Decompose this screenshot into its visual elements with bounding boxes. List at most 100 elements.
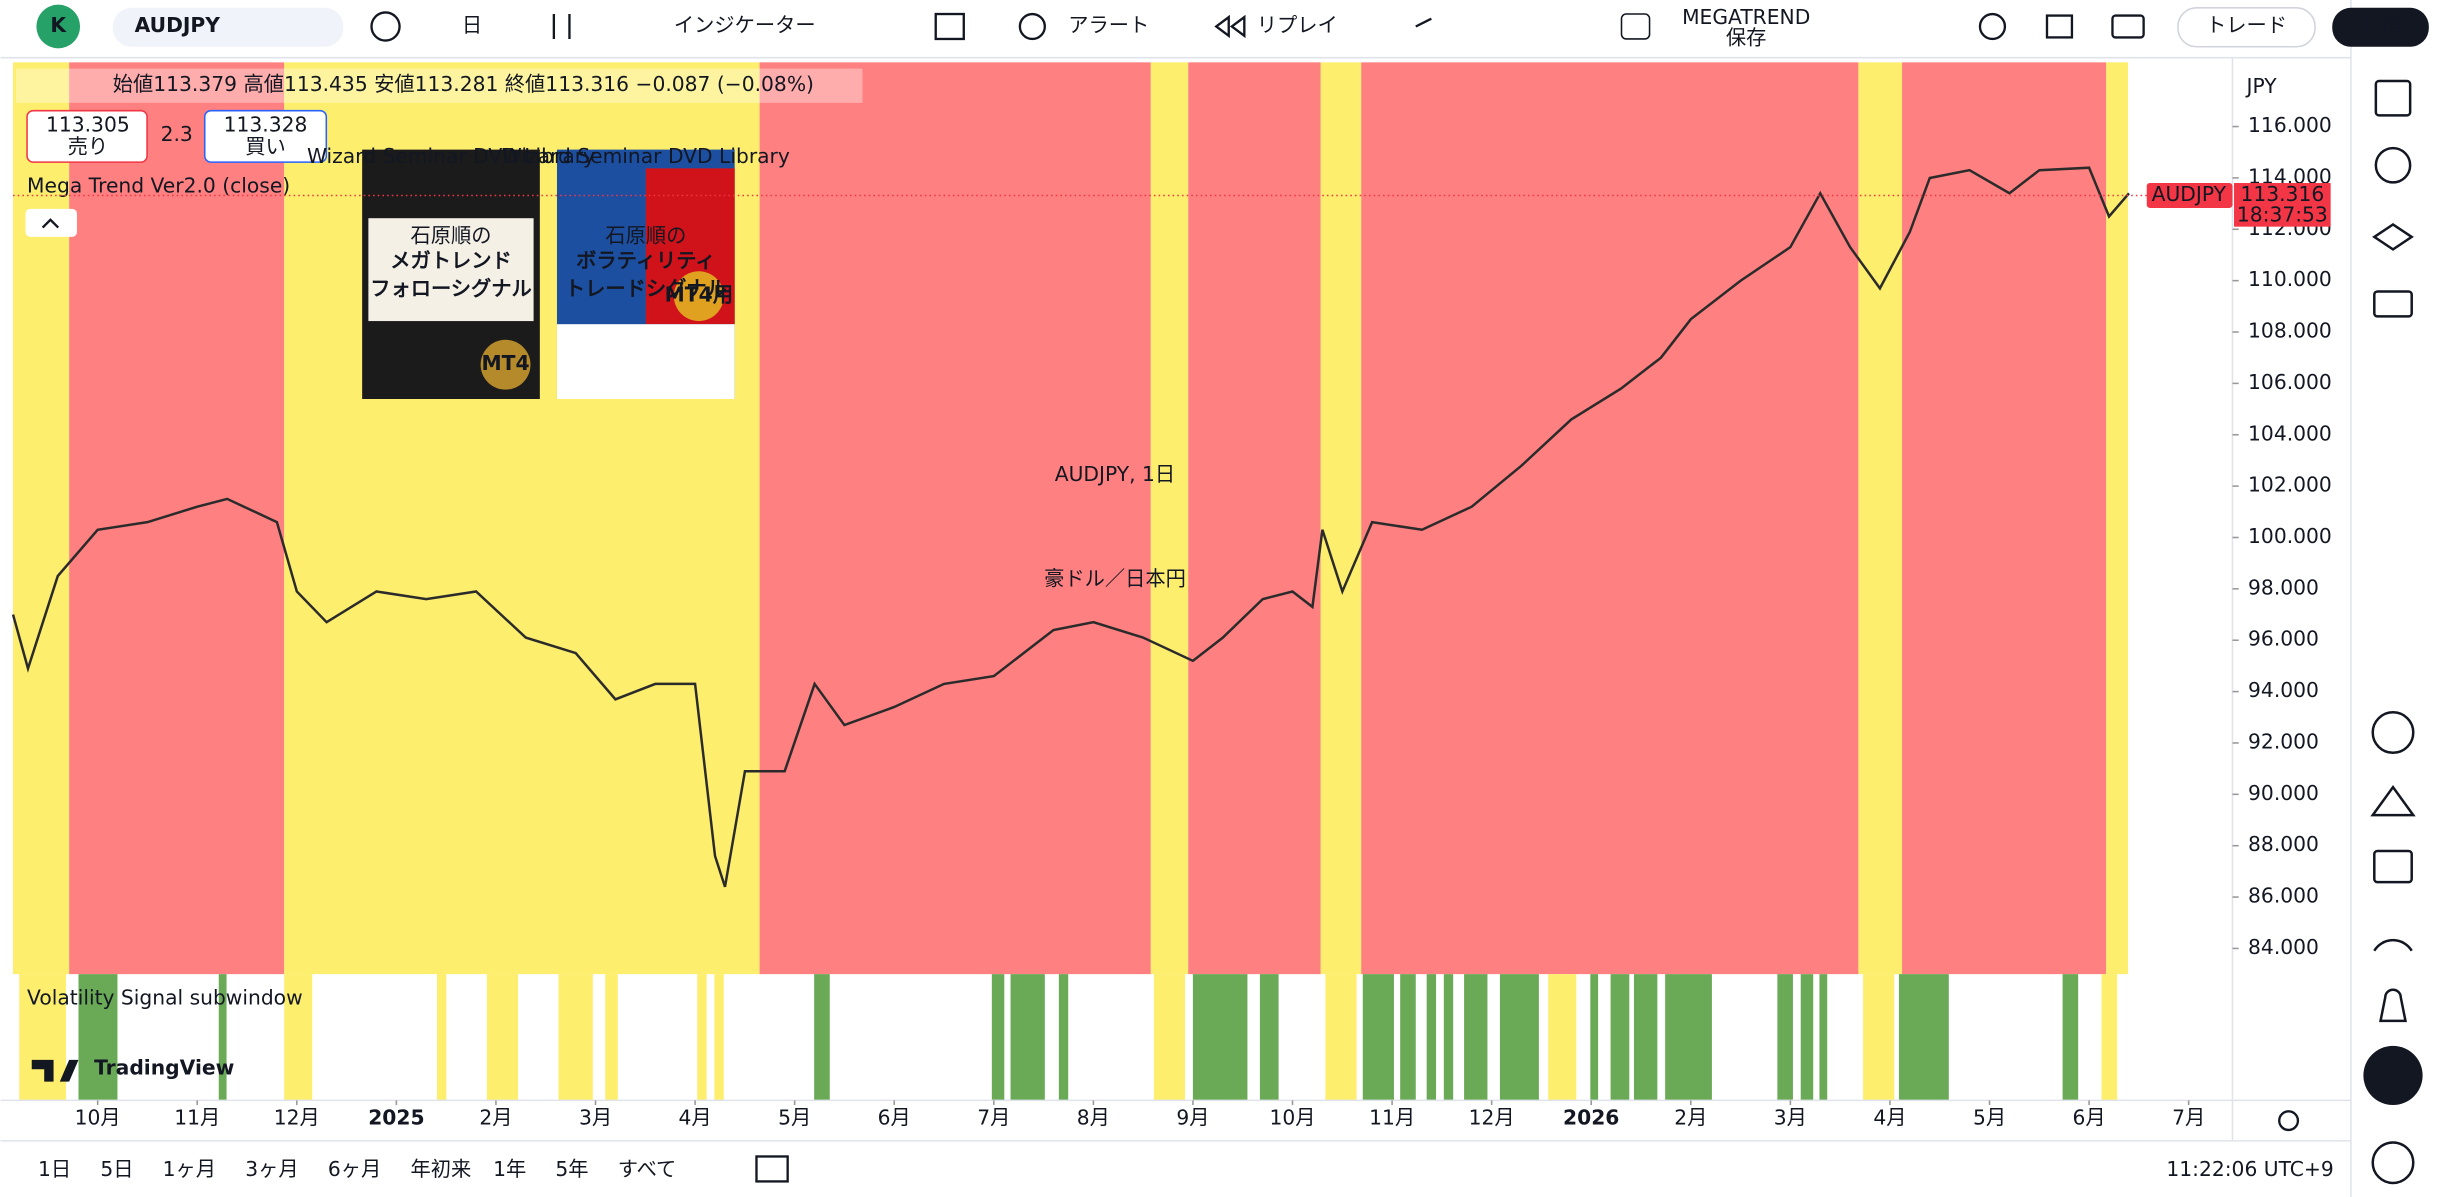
x-tick-label: 9月 — [1176, 1106, 1209, 1130]
x-tick-label: 6月 — [878, 1106, 911, 1130]
y-tick-label: 96.000 — [2248, 627, 2319, 651]
sub-band — [2101, 974, 2118, 1101]
publish-button[interactable] — [2332, 7, 2429, 47]
watermark-sub: 豪ドル／日本円 — [1044, 566, 1186, 590]
signal-band — [1150, 62, 1189, 975]
volatility-bar — [78, 974, 118, 1101]
book-badge: MT4用 — [665, 283, 733, 307]
volatility-bar — [1426, 974, 1437, 1101]
range-button[interactable]: 1日 — [38, 1157, 71, 1181]
book-badge — [673, 271, 724, 322]
range-button[interactable]: 5日 — [100, 1157, 133, 1181]
volatility-bar — [1590, 974, 1599, 1101]
book-title: フォローシグナル — [370, 276, 532, 300]
y-tick-label: 90.000 — [2248, 781, 2319, 805]
sub-band — [714, 974, 724, 1101]
volatility-bar — [1610, 974, 1630, 1101]
sell-price: 113.305 — [46, 113, 130, 137]
book-badge: MT4 — [482, 351, 530, 375]
book-title: メガトレンド — [390, 248, 512, 272]
y-tick-label: 94.000 — [2248, 678, 2319, 702]
volatility-bar — [1010, 974, 1045, 1101]
volatility-bar — [1192, 974, 1248, 1101]
signal-band — [759, 62, 1151, 975]
trade-button[interactable] — [2177, 7, 2316, 48]
book-series: Wizard Seminar DVD Library — [502, 144, 790, 168]
price-line — [11, 166, 2130, 888]
sub-band — [19, 974, 67, 1101]
sell-button[interactable] — [26, 109, 148, 163]
sub-band — [284, 974, 313, 1101]
volatility-bar — [1499, 974, 1539, 1101]
x-tick-label: 12月 — [1469, 1106, 1515, 1130]
book-bottom-panel — [556, 324, 735, 399]
sub-band — [1863, 974, 1895, 1101]
y-tick-label: 100.000 — [2248, 524, 2332, 548]
buy-button[interactable] — [203, 109, 328, 163]
sub-band — [486, 974, 519, 1101]
last-symbol: AUDJPY — [2152, 182, 2227, 206]
y-tick-label: 110.000 — [2248, 267, 2332, 291]
toolbar-replay: リプレイ — [1257, 13, 1338, 37]
range-button[interactable]: 1ヶ月 — [163, 1157, 216, 1181]
range-button[interactable]: 5年 — [555, 1157, 588, 1181]
toolbar-icons — [370, 11, 2300, 1183]
sub-band — [697, 974, 707, 1101]
volatility-bar — [1898, 974, 1949, 1101]
x-tick-label: 4月 — [679, 1106, 712, 1130]
book-author: 石原順の — [605, 223, 686, 247]
avatar[interactable] — [36, 4, 81, 49]
signal-band — [1858, 62, 1903, 975]
book-title: ボラティリティ — [576, 248, 715, 272]
clock: 11:22:06 UTC+9 — [2166, 1157, 2333, 1181]
range-button[interactable]: 1年 — [493, 1157, 526, 1181]
signal-band — [1902, 62, 2107, 975]
range-button[interactable]: 6ヶ月 — [328, 1157, 381, 1181]
toolbar-symbol: AUDJPY — [135, 13, 221, 37]
x-tick-label: 3月 — [579, 1106, 612, 1130]
book-badge — [480, 339, 531, 390]
sub-band — [605, 974, 618, 1101]
last-symbol-bg — [2146, 183, 2233, 208]
x-tick-label: 6月 — [2073, 1106, 2106, 1130]
layout-name: MEGATREND — [1682, 5, 1810, 29]
y-tick-label: 116.000 — [2248, 113, 2332, 137]
symbol-search[interactable] — [112, 7, 344, 47]
signal-band — [1188, 62, 1321, 975]
y-tick-label: 102.000 — [2248, 473, 2332, 497]
toolbar-interval: 日 — [462, 13, 482, 37]
sell-label: 売り — [68, 135, 109, 159]
x-tick-label: 5月 — [1973, 1106, 2006, 1130]
x-tick-label: 7月 — [2172, 1106, 2205, 1130]
volatility-bar — [1443, 974, 1454, 1101]
sub-band — [1325, 974, 1357, 1101]
signal-band — [2106, 62, 2129, 975]
range-button[interactable]: 3ヶ月 — [245, 1157, 298, 1181]
toolbar-avatar: K — [50, 13, 67, 37]
apps-button[interactable] — [2363, 1045, 2423, 1106]
toolbar-indicators: インジケーター — [674, 13, 816, 37]
toolbar-alert: アラート — [1068, 13, 1149, 37]
sidebar-icons — [2370, 79, 2416, 1185]
sub-band — [1548, 974, 1577, 1101]
collapse-button[interactable] — [25, 208, 77, 237]
x-tick-label: 5月 — [778, 1106, 811, 1130]
layout-icon[interactable] — [1620, 13, 1651, 40]
volatility-bar — [1362, 974, 1394, 1101]
y-tick-label: 86.000 — [2248, 884, 2319, 908]
x-tick-label: 3月 — [1774, 1106, 1807, 1130]
volatility-bar — [1777, 974, 1793, 1101]
volatility-bar — [1464, 974, 1488, 1101]
logo: TradingView — [94, 1056, 234, 1080]
x-tick-label: 12月 — [274, 1106, 320, 1130]
watermark: AUDJPY, 1日 — [1055, 462, 1175, 486]
book-title: トレードシグナル — [565, 276, 727, 300]
range-button[interactable]: すべて — [618, 1157, 677, 1181]
range-button[interactable]: 年初来 — [410, 1157, 471, 1181]
volatility-bar — [814, 974, 830, 1101]
book-title-panel — [368, 218, 534, 322]
y-tick-label: 106.000 — [2248, 370, 2332, 394]
y-tick-label: 98.000 — [2248, 575, 2319, 599]
volatility-bar — [1400, 974, 1416, 1101]
